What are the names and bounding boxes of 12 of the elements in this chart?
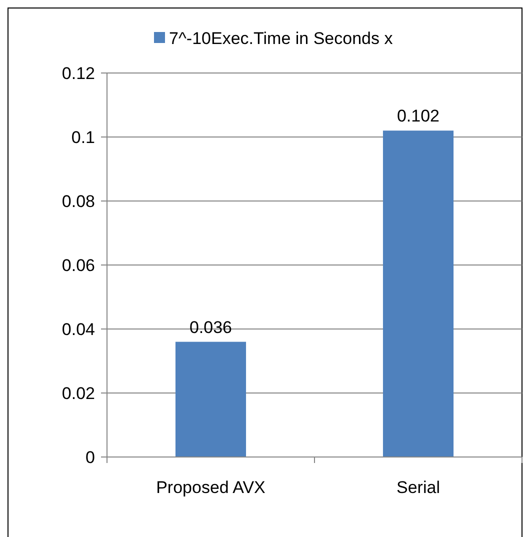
y-tick-label: 0.08	[62, 192, 95, 211]
y-tick-label: 0.1	[71, 128, 95, 147]
x-tick-label: Serial	[396, 478, 440, 497]
y-tick-label: 0.02	[62, 384, 95, 403]
y-tick-label: 0	[86, 448, 95, 467]
y-tick-label: 0.12	[62, 64, 95, 83]
data-label: 0.036	[189, 318, 232, 337]
x-tick-label: Proposed AVX	[156, 478, 266, 497]
data-label: 0.102	[396, 106, 440, 126]
legend-label: 7^-10Exec.Time in Seconds x	[169, 28, 394, 48]
y-tick-label: 0.06	[62, 256, 95, 275]
y-tick-label: 0.04	[62, 320, 95, 339]
